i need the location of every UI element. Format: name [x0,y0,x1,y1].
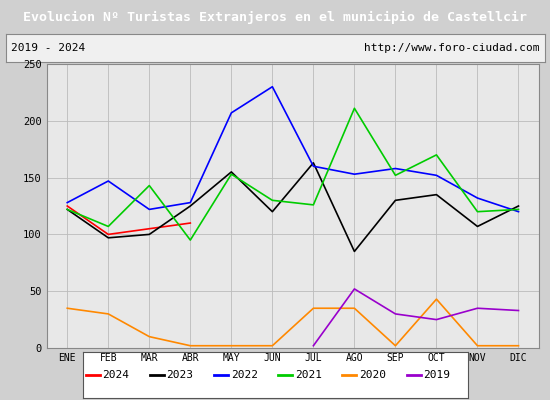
Text: 2019: 2019 [424,370,450,380]
Text: 2019 - 2024: 2019 - 2024 [11,43,85,53]
Text: 2021: 2021 [295,370,322,380]
Text: 2022: 2022 [231,370,258,380]
Text: 2024: 2024 [102,370,129,380]
Text: 2020: 2020 [359,370,386,380]
Text: 2023: 2023 [167,370,194,380]
Text: Evolucion Nº Turistas Extranjeros en el municipio de Castellcir: Evolucion Nº Turistas Extranjeros en el … [23,10,527,24]
Text: http://www.foro-ciudad.com: http://www.foro-ciudad.com [364,43,539,53]
